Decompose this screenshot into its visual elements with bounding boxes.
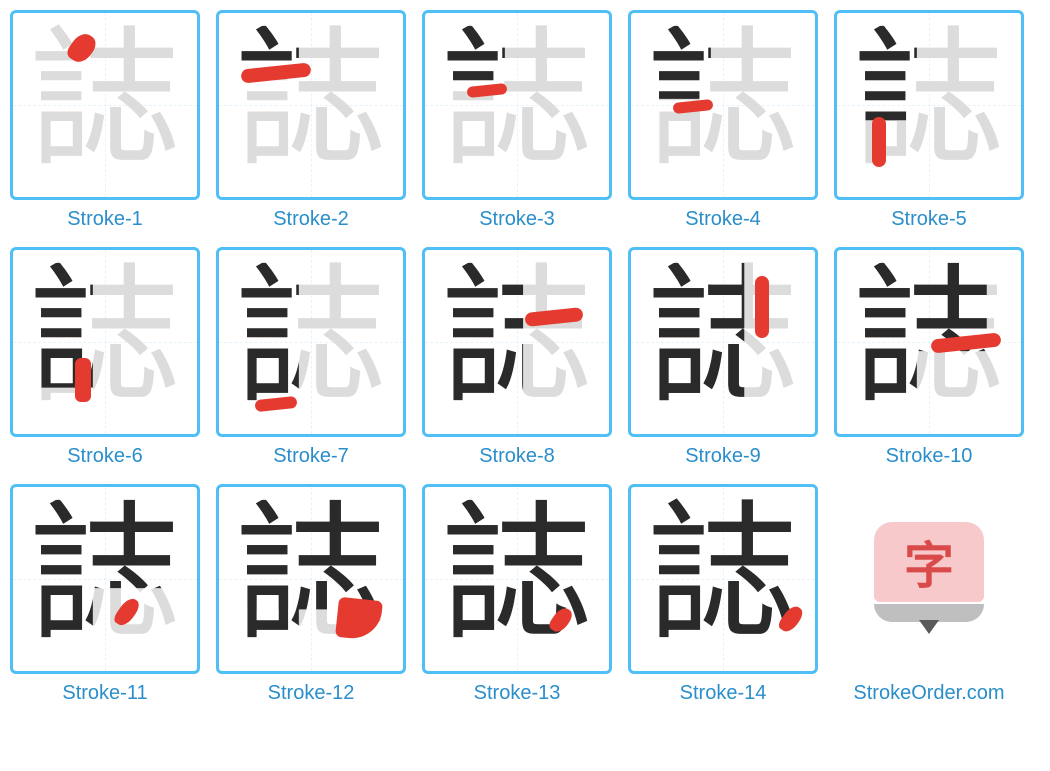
stroke-label: Stroke-10 (886, 445, 973, 468)
character-wrap: 誌誌誌 (837, 250, 1021, 434)
stroke-grid: 誌Stroke-1誌誌Stroke-2誌誌Stroke-3誌誌Stroke-4誌… (10, 10, 1040, 705)
stroke-label: Stroke-3 (479, 208, 555, 231)
character-wrap: 誌誌誌 (631, 250, 815, 434)
character-wrap: 誌誌誌 (219, 487, 403, 671)
logo-cell: 字 StrokeOrder.com (834, 484, 1024, 705)
pencil-icon (874, 604, 984, 636)
stroke-cell: 誌誌 Stroke-4 (628, 10, 818, 231)
character-wrap: 誌 (13, 13, 197, 197)
stroke-cell: 誌誌 Stroke-6 (10, 247, 200, 468)
stroke-box: 誌 (628, 484, 818, 674)
stroke-cell: 誌誌 Stroke-2 (216, 10, 406, 231)
stroke-label: Stroke-7 (273, 445, 349, 468)
stroke-cell: 誌誌 Stroke-7 (216, 247, 406, 468)
stroke-current (755, 276, 769, 338)
stroke-cell: 誌誌誌 Stroke-9 (628, 247, 818, 468)
stroke-label: Stroke-8 (479, 445, 555, 468)
logo-character: 字 (874, 522, 984, 602)
stroke-box: 誌誌誌 (216, 484, 406, 674)
character-wrap: 誌誌 (219, 250, 403, 434)
stroke-box: 誌誌 (628, 10, 818, 200)
stroke-label: Stroke-12 (268, 682, 355, 705)
stroke-cell: 誌 Stroke-1 (10, 10, 200, 231)
stroke-label: Stroke-6 (67, 445, 143, 468)
stroke-label: Stroke-13 (474, 682, 561, 705)
character-ghost: 誌 (29, 26, 181, 178)
stroke-box: 誌誌 (422, 247, 612, 437)
stroke-cell: 誌誌 Stroke-8 (422, 247, 612, 468)
character-wrap: 誌誌 (837, 13, 1021, 197)
stroke-cell: 誌誌誌 Stroke-10 (834, 247, 1024, 468)
stroke-box: 誌誌 (834, 10, 1024, 200)
stroke-box: 誌誌誌 (628, 247, 818, 437)
stroke-cell: 誌誌誌 Stroke-13 (422, 484, 612, 705)
character-wrap: 誌誌誌 (425, 487, 609, 671)
stroke-cell: 誌誌誌 Stroke-12 (216, 484, 406, 705)
stroke-label: Stroke-1 (67, 208, 143, 231)
stroke-cell: 誌誌誌 Stroke-11 (10, 484, 200, 705)
character-wrap: 誌誌 (425, 13, 609, 197)
character-wrap: 誌誌 (219, 13, 403, 197)
stroke-label: Stroke-9 (685, 445, 761, 468)
stroke-box: 誌誌 (10, 247, 200, 437)
character-wrap: 誌誌 (13, 250, 197, 434)
character-wrap: 誌誌誌 (13, 487, 197, 671)
character-wrap: 誌 (631, 487, 815, 671)
stroke-box: 誌誌 (216, 10, 406, 200)
stroke-box: 誌誌 (216, 247, 406, 437)
character-wrap: 誌誌 (631, 13, 815, 197)
site-label: StrokeOrder.com (853, 682, 1004, 705)
stroke-label: Stroke-5 (891, 208, 967, 231)
stroke-current (75, 358, 91, 402)
stroke-label: Stroke-11 (62, 682, 147, 705)
stroke-label: Stroke-4 (685, 208, 761, 231)
stroke-current (872, 117, 886, 167)
stroke-cell: 誌誌 Stroke-5 (834, 10, 1024, 231)
logo-wrap: 字 (834, 484, 1024, 674)
stroke-label: Stroke-14 (680, 682, 767, 705)
stroke-box: 誌誌誌 (834, 247, 1024, 437)
stroke-cell: 誌 Stroke-14 (628, 484, 818, 705)
stroke-box: 誌誌誌 (422, 484, 612, 674)
stroke-label: Stroke-2 (273, 208, 349, 231)
stroke-cell: 誌誌 Stroke-3 (422, 10, 612, 231)
character-wrap: 誌誌 (425, 250, 609, 434)
stroke-box: 誌誌誌 (10, 484, 200, 674)
stroke-box: 誌 (10, 10, 200, 200)
site-logo-icon: 字 (869, 519, 989, 639)
stroke-box: 誌誌 (422, 10, 612, 200)
